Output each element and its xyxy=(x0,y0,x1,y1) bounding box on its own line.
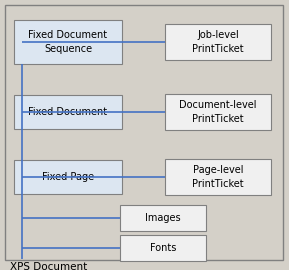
FancyBboxPatch shape xyxy=(165,24,271,60)
Text: Job-level
PrintTicket: Job-level PrintTicket xyxy=(192,31,244,54)
Text: Page-level
PrintTicket: Page-level PrintTicket xyxy=(192,166,244,189)
FancyBboxPatch shape xyxy=(14,20,122,64)
Text: Images: Images xyxy=(145,213,181,223)
Text: Fixed Document: Fixed Document xyxy=(28,107,108,117)
FancyBboxPatch shape xyxy=(14,95,122,129)
Text: Fixed Document
Sequence: Fixed Document Sequence xyxy=(28,31,108,54)
FancyBboxPatch shape xyxy=(165,94,271,130)
Text: Fonts: Fonts xyxy=(150,243,176,253)
Text: XPS Document: XPS Document xyxy=(10,262,87,270)
Text: Document-level
PrintTicket: Document-level PrintTicket xyxy=(179,100,257,124)
FancyBboxPatch shape xyxy=(14,160,122,194)
Text: Fixed Page: Fixed Page xyxy=(42,172,94,182)
FancyBboxPatch shape xyxy=(165,159,271,195)
FancyBboxPatch shape xyxy=(120,235,206,261)
FancyBboxPatch shape xyxy=(120,205,206,231)
